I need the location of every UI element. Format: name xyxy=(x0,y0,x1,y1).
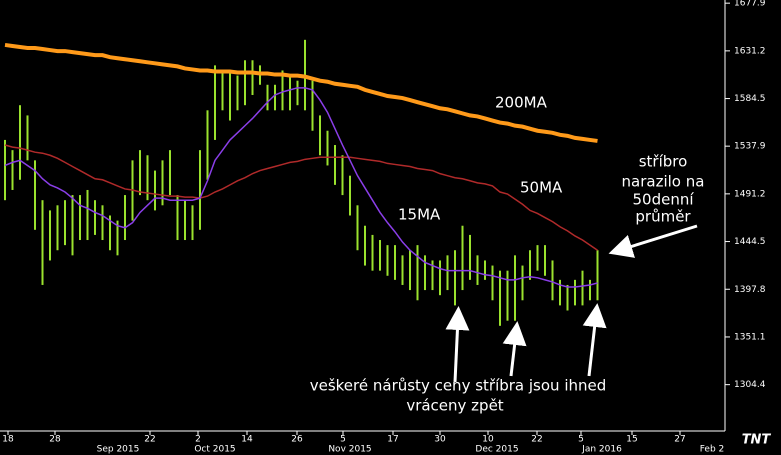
annotation: veškeré nárůsty ceny stříbra jsou ihned xyxy=(310,377,607,395)
moving-average-line xyxy=(4,42,598,143)
y-tick-label: 1631.2 xyxy=(734,46,766,56)
x-tick-label: 18 xyxy=(2,435,14,445)
x-tick-label: 26 xyxy=(291,435,303,445)
x-tick-label: 22 xyxy=(144,435,155,445)
x-month-label: Dec 2015 xyxy=(475,445,518,455)
moving-average-line xyxy=(4,87,598,288)
x-tick-label: 15 xyxy=(626,435,637,445)
y-tick-label: 1584.5 xyxy=(734,94,766,104)
annotation: narazilo na xyxy=(622,173,705,191)
y-tick-label: 1351.1 xyxy=(734,332,766,342)
x-tick-label: 22 xyxy=(531,435,542,445)
series-label: 200MA xyxy=(495,94,548,112)
x-tick-label: 5 xyxy=(578,435,584,445)
x-tick-label: 5 xyxy=(340,435,346,445)
y-tick-label: 1491.2 xyxy=(734,189,766,199)
arrow xyxy=(582,303,607,377)
annotation: 50denní xyxy=(632,191,694,209)
annotation: průměr xyxy=(635,208,691,226)
y-tick-label: 1537.9 xyxy=(734,142,766,152)
x-month-label: Nov 2015 xyxy=(328,445,371,455)
y-tick-label: 1444.5 xyxy=(734,237,766,247)
x-tick-label: 17 xyxy=(387,435,398,445)
x-tick-label: 30 xyxy=(434,435,446,445)
x-month-label: Sep 2015 xyxy=(97,445,140,455)
logo: TNT xyxy=(742,433,772,448)
annotation: stříbro xyxy=(639,153,688,171)
y-tick-label: 1397.8 xyxy=(734,285,766,295)
arrow xyxy=(445,306,470,383)
x-tick-label: 2 xyxy=(195,435,201,445)
series-label: 15MA xyxy=(398,206,441,224)
x-tick-label: 28 xyxy=(49,435,61,445)
series-label: 50MA xyxy=(520,179,563,197)
x-month-label: Feb 2 xyxy=(700,445,725,455)
arrow xyxy=(502,321,527,377)
x-tick-label: 10 xyxy=(482,435,494,445)
x-month-label: Oct 2015 xyxy=(194,445,235,455)
y-tick-label: 1677.9 xyxy=(734,0,766,9)
x-tick-label: 27 xyxy=(674,435,685,445)
x-tick-label: 14 xyxy=(241,435,253,445)
arrow xyxy=(608,224,698,258)
annotation: vráceny zpět xyxy=(406,397,503,415)
moving-average-line xyxy=(4,144,598,251)
y-tick-label: 1304.4 xyxy=(734,380,766,390)
x-month-label: Jan 2016 xyxy=(581,445,622,455)
